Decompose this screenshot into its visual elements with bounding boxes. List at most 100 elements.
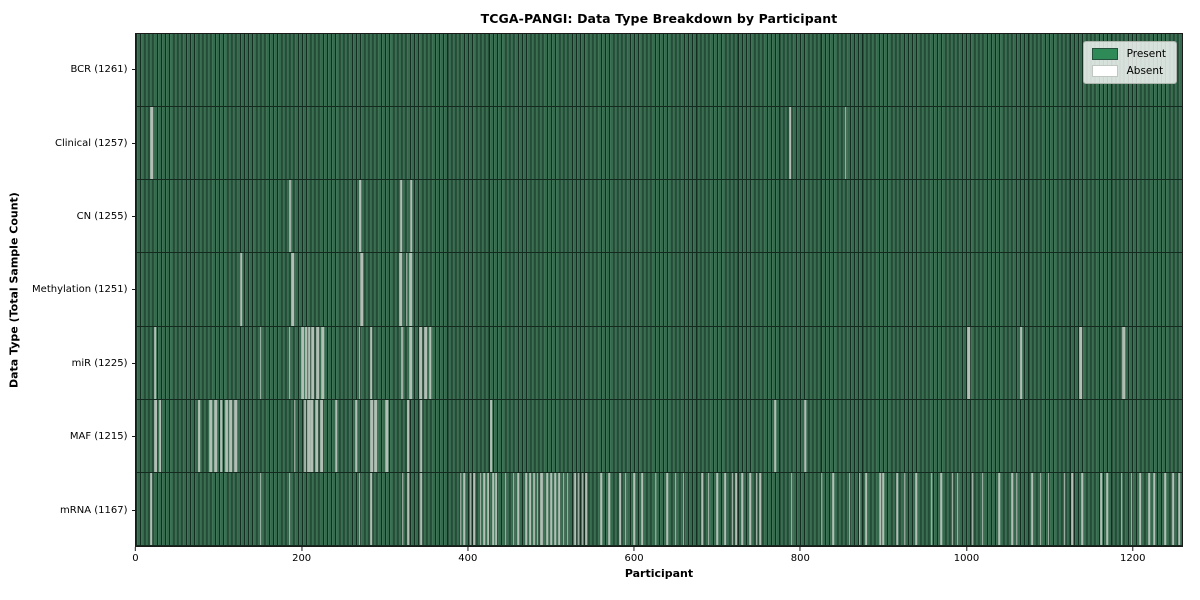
x-tick-mark (467, 547, 469, 551)
heatmap-row-mrna (136, 472, 1182, 546)
absent-line (409, 326, 411, 399)
row-label: CN (1255) (76, 211, 128, 223)
absent-line (1121, 472, 1123, 545)
absent-line (459, 472, 462, 545)
absent-line (361, 253, 363, 326)
absent-line (410, 326, 412, 399)
absent-line (732, 472, 734, 545)
absent-line (967, 326, 970, 399)
absent-line (289, 180, 292, 253)
absent-line (581, 472, 584, 545)
heatmap-row-methylation (136, 253, 1182, 327)
absent-line (533, 472, 536, 545)
row-label: Clinical (1257) (55, 137, 128, 149)
absent-line (495, 472, 498, 545)
absent-line (214, 399, 216, 472)
absent-line (407, 399, 410, 472)
absent-line (633, 472, 635, 545)
absent-line (469, 472, 472, 545)
absent-line (683, 472, 685, 545)
x-tick-mark (799, 547, 801, 551)
absent-line (291, 253, 294, 326)
absent-line (542, 472, 544, 545)
absent-line (1153, 472, 1155, 545)
absent-line (360, 253, 362, 326)
absent-line (532, 472, 535, 545)
absent-line (749, 472, 752, 545)
absent-line (419, 326, 421, 399)
absent-line (322, 326, 324, 399)
x-tick-label: 1000 (953, 552, 980, 564)
absent-line (666, 472, 669, 545)
x-tick: 1000 (954, 547, 979, 564)
absent-line (308, 399, 310, 472)
absent-line (915, 472, 917, 545)
absent-line (473, 472, 475, 545)
absent-line (1019, 326, 1022, 399)
absent-line (311, 326, 314, 399)
absent-line (574, 472, 577, 545)
absent-line (308, 326, 311, 399)
x-tick: 600 (625, 547, 644, 564)
x-tick: 800 (791, 547, 810, 564)
absent-line (425, 326, 427, 399)
legend-entry: Present (1091, 48, 1166, 60)
absent-line (971, 472, 974, 545)
heatmap-row-clinical (136, 107, 1182, 181)
absent-line (289, 472, 291, 545)
absent-line (1039, 472, 1042, 545)
absent-line (159, 399, 162, 472)
y-tick-cell: Methylation (1251) (0, 253, 135, 326)
absent-line (410, 180, 412, 253)
x-tick-label: 400 (458, 552, 478, 564)
y-tick-cell: miR (1225) (0, 327, 135, 400)
x-tick-label: 200 (292, 552, 312, 564)
x-axis-ticks: 0 200 400 600 800 1000 1200 (132, 547, 1183, 573)
absent-line (517, 472, 519, 545)
x-tick: 0 (132, 547, 139, 564)
absent-line (956, 472, 959, 545)
absent-line (401, 472, 404, 545)
y-tick-mark (131, 362, 135, 364)
x-tick-mark (633, 547, 635, 551)
absent-line (1123, 326, 1126, 399)
absent-line (724, 472, 727, 545)
absent-line (1122, 326, 1125, 399)
absent-line (260, 326, 262, 399)
absent-line (198, 399, 201, 472)
legend-entry: Absent (1091, 65, 1166, 77)
absent-line (1011, 472, 1014, 545)
absent-line (316, 326, 319, 399)
row-label: mRNA (1167) (60, 504, 128, 516)
absent-line (608, 472, 611, 545)
absent-line (359, 180, 362, 253)
absent-line (304, 399, 306, 472)
absent-line (562, 472, 565, 545)
row-label: BCR (1261) (70, 64, 128, 76)
absent-line (406, 399, 409, 472)
y-tick-mark (131, 142, 135, 144)
absent-line (625, 472, 627, 545)
heatmap-row-cn (136, 180, 1182, 254)
absent-line (386, 399, 389, 472)
absent-line (756, 472, 758, 545)
absent-line (370, 399, 372, 472)
absent-line (546, 472, 548, 545)
absent-line (1020, 326, 1023, 399)
row-label: Methylation (1251) (32, 284, 128, 296)
absent-line (529, 472, 532, 545)
absent-line (577, 472, 580, 545)
absent-line (844, 107, 847, 180)
heatmap-row-mir (136, 326, 1182, 400)
absent-line (858, 472, 861, 545)
absent-line (968, 326, 971, 399)
absent-line (234, 399, 236, 472)
absent-line (716, 472, 718, 545)
absent-line (463, 472, 465, 545)
absent-line (375, 399, 377, 472)
absent-line (896, 472, 898, 545)
y-tick-cell: mRNA (1167) (0, 474, 135, 547)
y-tick-mark (131, 69, 135, 71)
absent-line (1106, 472, 1108, 545)
